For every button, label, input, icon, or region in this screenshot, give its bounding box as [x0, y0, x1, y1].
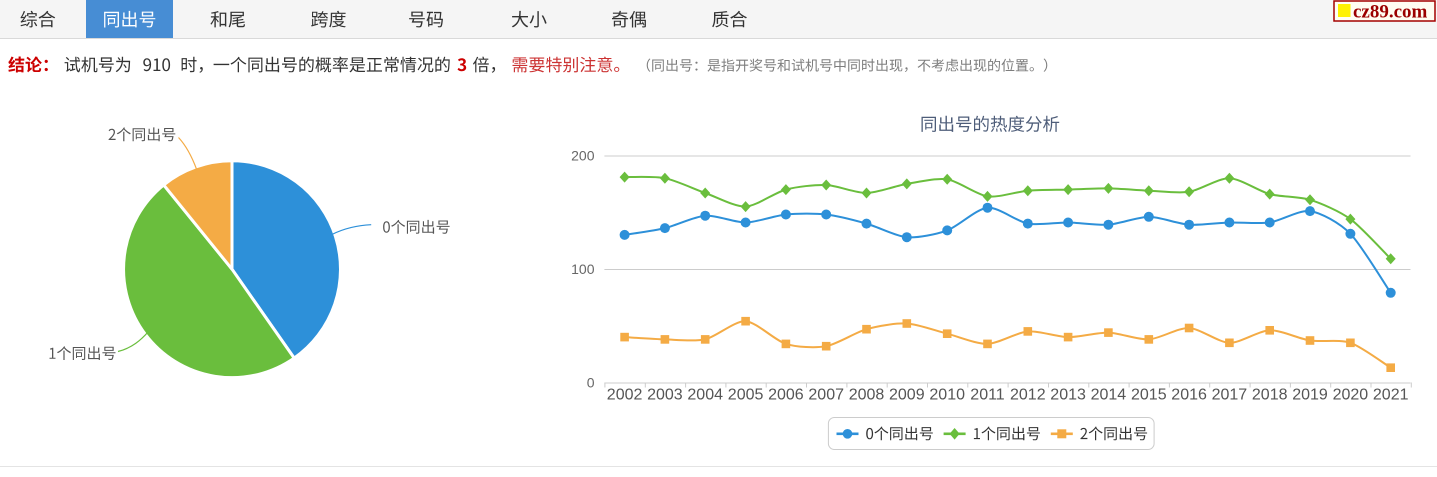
- svg-text:2010: 2010: [929, 387, 965, 404]
- svg-text:2017: 2017: [1212, 387, 1248, 404]
- svg-text:2004: 2004: [687, 387, 723, 404]
- svg-text:2016: 2016: [1171, 387, 1207, 404]
- svg-text:2020: 2020: [1333, 387, 1369, 404]
- svg-text:2003: 2003: [647, 387, 683, 404]
- svg-text:2011: 2011: [970, 387, 1005, 404]
- svg-text:2021: 2021: [1373, 387, 1409, 404]
- svg-text:2007: 2007: [808, 387, 844, 404]
- svg-text:2002: 2002: [607, 387, 643, 404]
- svg-text:2018: 2018: [1252, 387, 1288, 404]
- svg-text:2012: 2012: [1010, 387, 1046, 404]
- svg-text:0: 0: [587, 375, 595, 391]
- svg-text:2009: 2009: [889, 387, 925, 404]
- svg-text:2005: 2005: [728, 387, 764, 404]
- svg-text:2019: 2019: [1292, 387, 1328, 404]
- svg-text:2015: 2015: [1131, 387, 1167, 404]
- svg-text:2014: 2014: [1091, 387, 1127, 404]
- svg-text:2008: 2008: [849, 387, 885, 404]
- svg-text:cz89.com: cz89.com: [1353, 2, 1428, 23]
- svg-text:100: 100: [571, 261, 595, 277]
- svg-text:2006: 2006: [768, 387, 804, 404]
- svg-text:200: 200: [571, 148, 595, 164]
- svg-text:2013: 2013: [1050, 387, 1086, 404]
